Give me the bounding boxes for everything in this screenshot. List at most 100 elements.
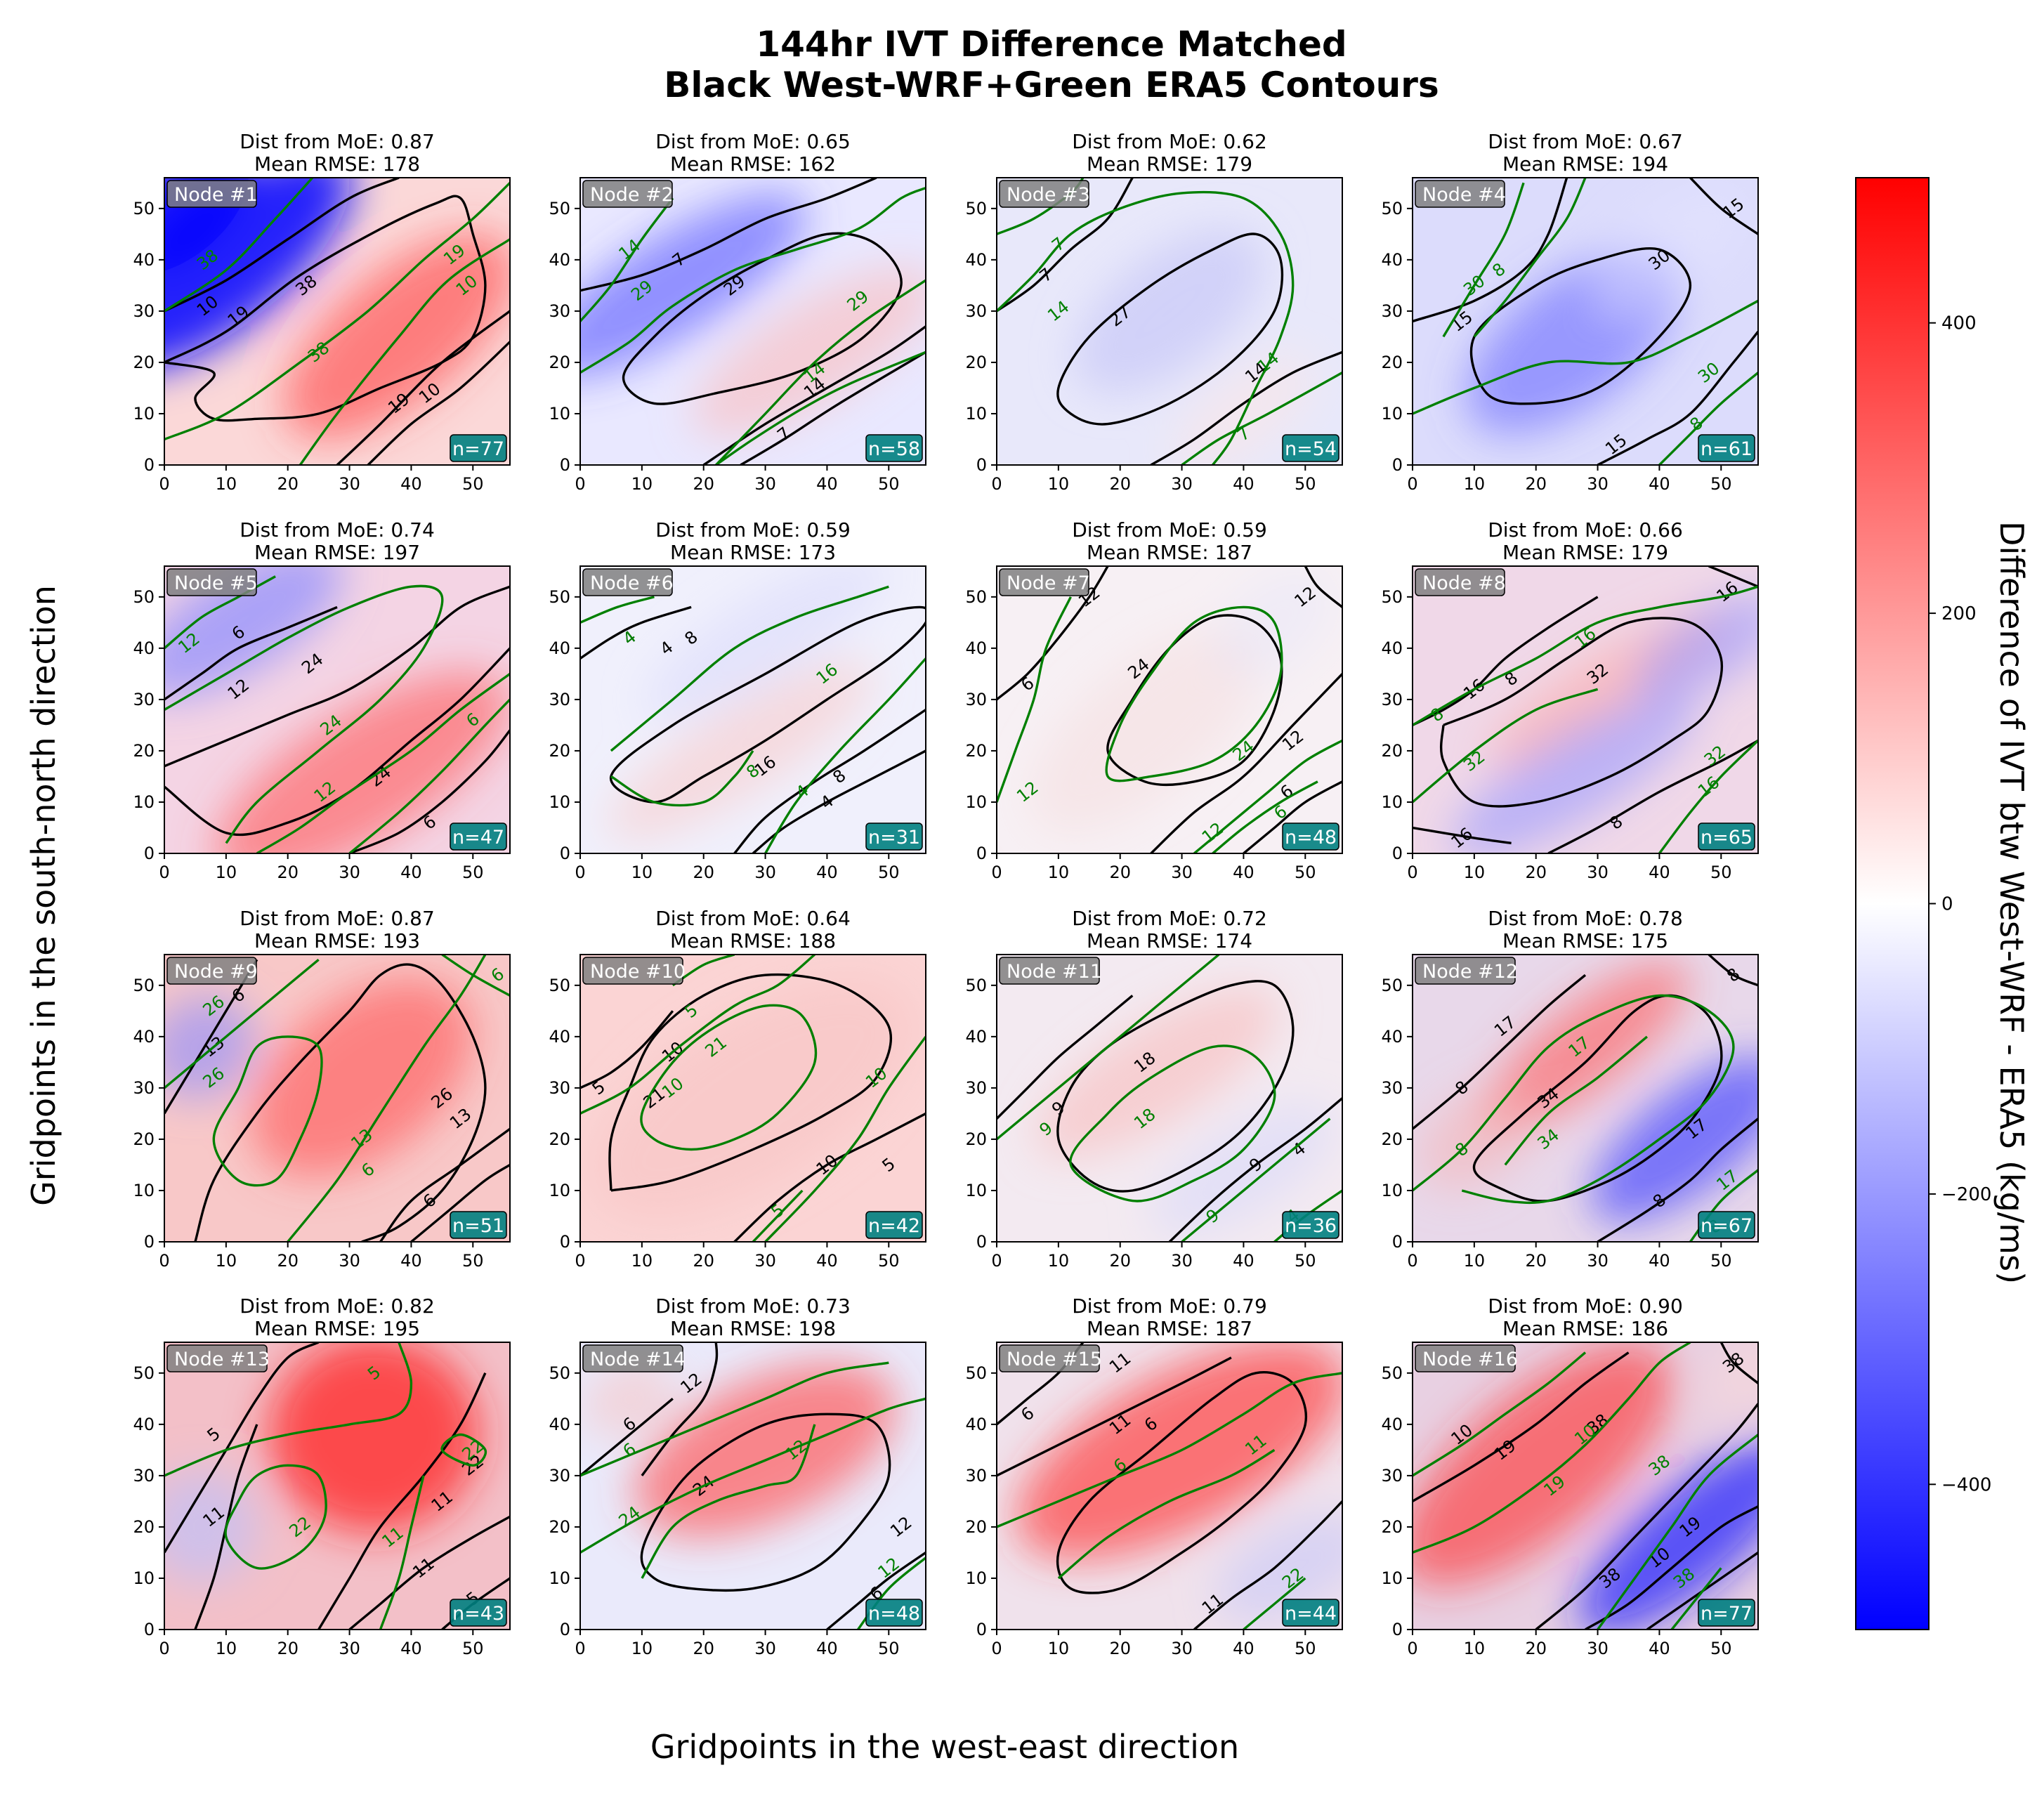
heatmap-blob [164, 178, 249, 275]
y-tick-label: 40 [549, 638, 570, 658]
x-tick-label: 10 [1048, 1639, 1070, 1658]
era5-contour [997, 596, 1072, 803]
y-tick-label: 0 [560, 1620, 570, 1639]
era5-contour [1413, 585, 1758, 726]
west-wrf-contour [740, 350, 926, 465]
panel-dist-label: Dist from MoE: 0.74 [240, 518, 435, 542]
x-tick-label: 10 [216, 474, 237, 494]
panel-frame [1412, 1342, 1759, 1630]
x-tick-label: 40 [1233, 474, 1254, 494]
node-badge [166, 1344, 268, 1372]
west-wrf-contour [1413, 974, 1587, 1130]
x-tick-label: 20 [1525, 863, 1547, 882]
sample-count-badge [1282, 1211, 1339, 1239]
panel-rmse-label: Mean RMSE: 187 [1087, 1317, 1252, 1340]
west-wrf-contour [164, 585, 510, 768]
y-tick-label: 10 [965, 792, 987, 812]
west-wrf-contour [1708, 566, 1758, 588]
y-tick-label: 40 [1381, 250, 1403, 270]
panel-frame [1412, 177, 1759, 466]
heatmap-field [1466, 184, 1748, 435]
x-tick-label: 10 [216, 863, 237, 882]
west-wrf-contour [826, 1552, 926, 1630]
era5-contour [1597, 1434, 1758, 1630]
west-wrf-contour [317, 1372, 487, 1630]
y-tick-label: 0 [144, 844, 155, 863]
x-tick-label: 10 [1048, 474, 1070, 494]
panel-dist-label: Dist from MoE: 0.64 [655, 907, 851, 930]
x-tick-label: 20 [693, 1251, 714, 1271]
west-wrf-contour [608, 973, 892, 1192]
era5-contour [1212, 780, 1318, 853]
panel-dist-label: Dist from MoE: 0.87 [240, 130, 435, 153]
y-tick-label: 40 [965, 1415, 987, 1434]
panel-rmse-label: Mean RMSE: 197 [254, 541, 420, 564]
y-tick-label: 50 [133, 587, 155, 607]
colorbar-tick-label: 400 [1941, 313, 1977, 334]
colorbar-label: Difference of IVT btw West-WRF - ERA5 (k… [1993, 521, 2031, 1284]
x-tick-label: 30 [1171, 474, 1193, 494]
node-label: Node #11 [1007, 961, 1102, 983]
era5-contour [1413, 299, 1758, 415]
west-wrf-contour [367, 341, 510, 465]
node-label: Node #4 [1422, 184, 1506, 206]
y-tick-label: 30 [965, 690, 987, 709]
x-tick-label: 0 [575, 1639, 585, 1658]
y-tick-label: 50 [965, 199, 987, 218]
x-tick-label: 10 [631, 1639, 653, 1658]
x-tick-label: 40 [400, 863, 422, 882]
x-tick-label: 30 [754, 1251, 776, 1271]
heatmap-blob [1482, 962, 1689, 1132]
y-tick-label: 0 [560, 455, 570, 475]
y-tick-label: 20 [549, 353, 570, 372]
panel-dist-label: Dist from MoE: 0.59 [1072, 518, 1267, 542]
y-tick-label: 50 [549, 587, 570, 607]
era5-contour [440, 1433, 487, 1467]
y-tick-label: 50 [549, 199, 570, 218]
panel-dist-label: Dist from MoE: 0.66 [1488, 518, 1683, 542]
y-tick-label: 10 [965, 404, 987, 424]
y-tick-label: 0 [976, 844, 987, 863]
x-tick-label: 0 [159, 1639, 169, 1658]
era5-contour [1413, 1351, 1587, 1477]
x-tick-label: 0 [991, 1251, 1002, 1271]
node-label: Node #10 [590, 961, 686, 983]
era5-contour [379, 1475, 425, 1630]
west-wrf-contour [1056, 1371, 1307, 1594]
west-wrf-contour [733, 709, 926, 853]
panel-frame [579, 1342, 926, 1630]
y-tick-label: 30 [1381, 690, 1403, 709]
x-tick-label: 20 [1109, 863, 1131, 882]
node-badge [582, 568, 673, 596]
panel-frame [579, 954, 926, 1243]
era5-contour [580, 596, 655, 624]
panel-rmse-label: Mean RMSE: 187 [1087, 541, 1252, 564]
panel-frame [164, 954, 511, 1243]
colorbar: 400 200 0 −200 −400 Difference of IVT btw We… [1855, 177, 2031, 1630]
heatmap-blob [1030, 627, 1260, 833]
heatmap-blob [1578, 1439, 1758, 1630]
heatmap-blob [1074, 228, 1265, 393]
y-tick-label: 50 [965, 976, 987, 995]
x-tick-label: 30 [339, 863, 360, 882]
heatmap-blob [1703, 1342, 1758, 1418]
x-tick-label: 40 [400, 474, 422, 494]
node-badge [582, 180, 673, 208]
node-label: Node #7 [1007, 572, 1090, 594]
heatmap-blob [1634, 594, 1758, 702]
era5-contour [580, 197, 674, 322]
x-tick-label: 10 [1464, 1251, 1486, 1271]
west-wrf-contour [1547, 739, 1758, 853]
west-wrf-contour [1413, 1351, 1630, 1502]
heatmap-blob [164, 995, 256, 1099]
